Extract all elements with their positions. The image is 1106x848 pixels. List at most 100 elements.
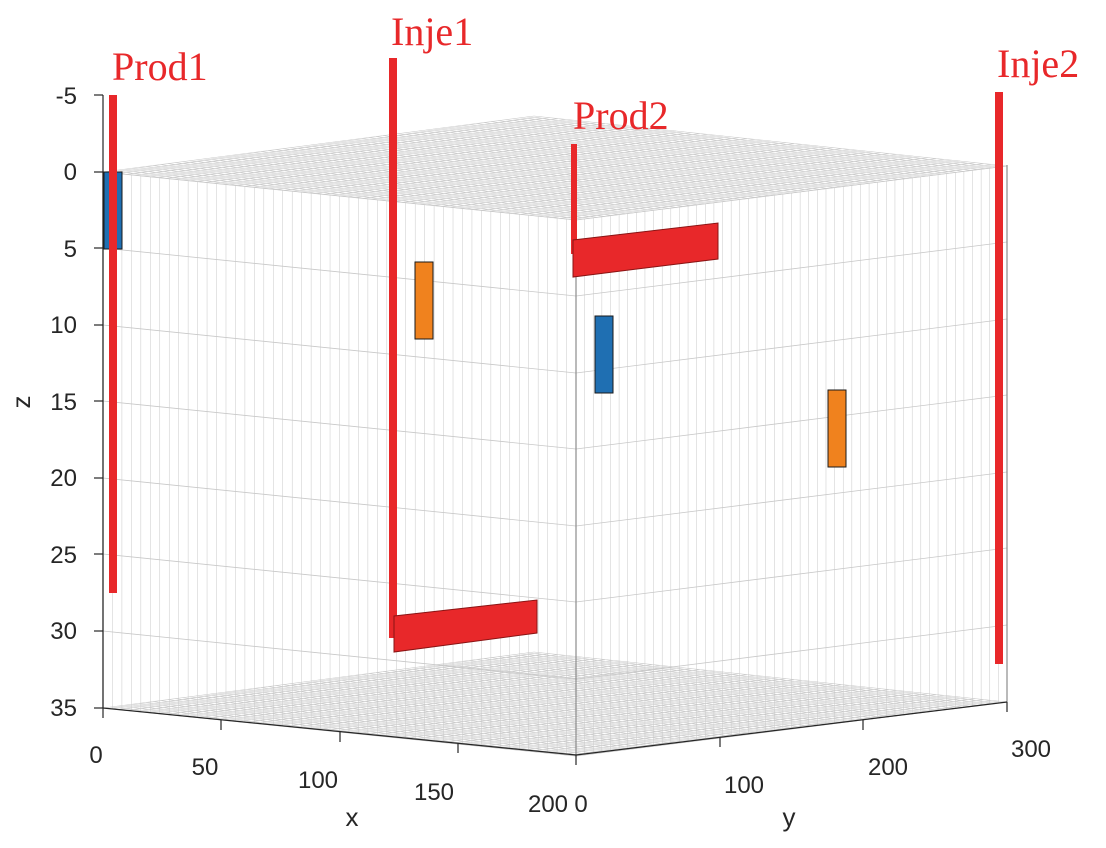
top-grid-line	[117, 169, 591, 219]
top-grid-line	[419, 130, 893, 181]
top-grid-line	[275, 149, 749, 199]
bottom-grid-line	[217, 692, 691, 742]
bottom-grid-line	[433, 664, 907, 715]
top-grid-line	[375, 136, 849, 187]
y-tick-label: 200	[868, 754, 908, 781]
top-grid-line	[361, 138, 835, 188]
top-grid-line	[167, 163, 641, 213]
y-axis	[575, 701, 1008, 756]
top-grid-line	[318, 143, 792, 194]
top-grid-line	[246, 153, 720, 203]
top-grid-line	[404, 132, 878, 183]
top-grid-line	[124, 168, 598, 218]
top-grid-line	[217, 156, 691, 206]
top-grid-line	[131, 168, 605, 217]
top-grid-line	[519, 117, 993, 169]
top-grid-line	[261, 151, 735, 201]
bottom-grid-line	[368, 673, 842, 723]
top-grid-line	[498, 120, 972, 171]
bottom-grid-line	[160, 700, 634, 750]
top-grid-line	[383, 135, 857, 186]
bottom-grid-line	[447, 662, 921, 714]
well-inje2-pipe	[995, 92, 1003, 664]
well-label-prod2: Prod2	[573, 93, 669, 138]
top-grid-line	[181, 161, 656, 211]
well-label-prod1: Prod1	[112, 44, 208, 89]
z-grid-line	[102, 400, 577, 450]
bottom-grid-line	[426, 665, 900, 716]
bottom-grid-line	[189, 696, 663, 746]
bottom-grid-line	[390, 670, 864, 721]
top-grid-line	[368, 137, 842, 187]
bottom-grid-line	[146, 702, 620, 751]
top-grid-line	[296, 146, 770, 196]
x-tick-label: 150	[414, 779, 454, 806]
top-grid-line	[110, 170, 584, 220]
x-axis-line	[102, 707, 577, 756]
top-grid-line	[203, 158, 677, 208]
top-grid-line	[146, 166, 620, 215]
top-grid-line	[232, 154, 706, 205]
fracture-blue-2	[594, 315, 614, 394]
bottom-grid-line	[332, 677, 806, 728]
bottom-grid-line	[519, 653, 993, 705]
top-grid-line	[397, 133, 871, 184]
bottom-grid-line	[167, 699, 641, 749]
top-grid-line	[189, 160, 663, 210]
z-grid-line	[102, 247, 577, 297]
bottom-grid-plane	[102, 651, 1008, 757]
wells	[109, 58, 1003, 664]
z-tick-label: 15	[50, 389, 77, 416]
top-grid-line	[282, 148, 756, 198]
z-tick-label: 5	[64, 236, 77, 263]
z-tick-marks	[94, 94, 103, 709]
top-grid-line	[411, 131, 885, 182]
z-tick-label: -5	[56, 83, 77, 110]
fractures	[103, 171, 847, 468]
x-tick-label: 200	[528, 791, 568, 818]
top-grid-line	[426, 129, 900, 180]
top-grid-line	[533, 115, 1008, 167]
bottom-grid-line	[117, 705, 591, 755]
bottom-grid-line	[124, 704, 598, 754]
z-tick-label: 10	[50, 312, 77, 339]
z-grid-line	[575, 547, 1008, 603]
top-grid-line	[325, 142, 799, 193]
bottom-grid-line	[419, 666, 893, 717]
well-prod2-lateral	[572, 222, 719, 278]
well-label-inje1: Inje1	[391, 9, 473, 54]
z-tick-label: 25	[50, 542, 77, 569]
top-grid-line	[462, 125, 936, 176]
top-grid-line	[225, 155, 699, 205]
top-grid-plane	[102, 115, 1008, 221]
bottom-grid-line	[304, 681, 778, 732]
bottom-grid-line	[268, 686, 742, 736]
bottom-grid-line	[469, 660, 943, 711]
top-grid-line	[239, 154, 713, 204]
top-grid-line	[196, 159, 670, 209]
well-labels: Prod1 Inje1 Prod2 Inje2	[112, 9, 1079, 138]
bottom-grid-line	[462, 661, 936, 712]
bottom-grid-line	[225, 691, 699, 741]
well-inje1-lateral	[393, 599, 538, 653]
z-grid-line	[102, 171, 577, 221]
fracture-orange-2	[827, 389, 847, 468]
z-grid-line	[575, 394, 1008, 450]
bottom-grid-line	[246, 689, 720, 739]
z-grid-line	[575, 165, 1008, 221]
x-tick-label: 0	[89, 742, 102, 769]
bottom-grid-line	[325, 678, 799, 729]
top-grid-line	[454, 126, 929, 177]
z-tick-label: 20	[50, 465, 77, 492]
bottom-grid-line	[239, 690, 713, 740]
top-grid-line	[469, 124, 943, 175]
z-tick-label: 35	[50, 695, 77, 722]
z-tick-labels: -5 0 5 10 15 20 25 30 35	[50, 83, 77, 722]
bottom-grid-line	[289, 683, 763, 733]
top-grid-line	[440, 127, 914, 178]
top-grid-line	[447, 126, 921, 178]
x-axis	[102, 707, 577, 756]
z-grid-line	[575, 318, 1008, 374]
bottom-grid-line	[131, 704, 605, 753]
